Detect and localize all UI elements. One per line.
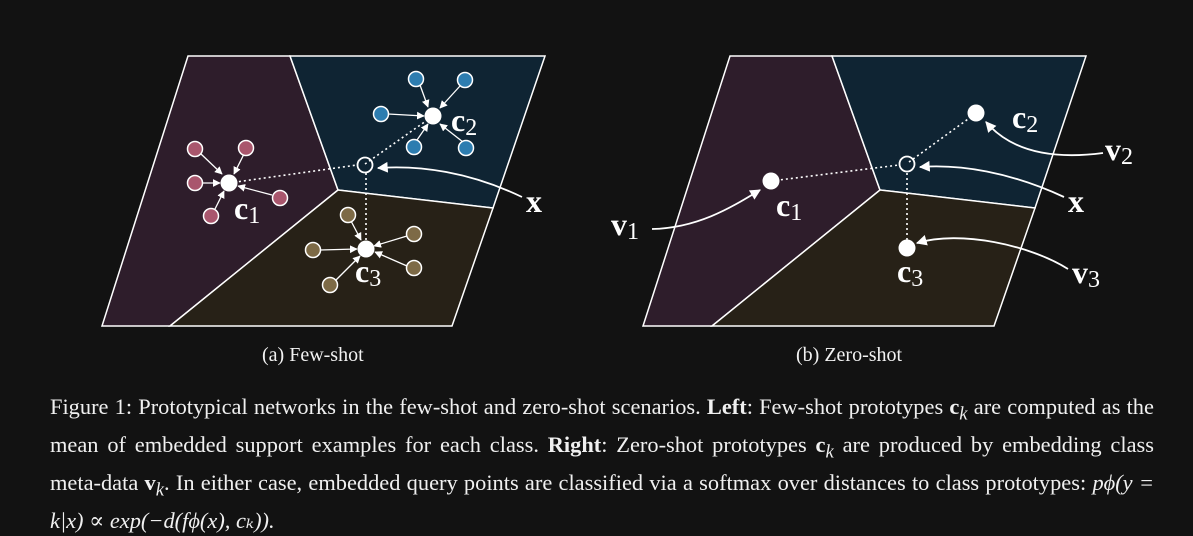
- label-c2: c2: [451, 102, 477, 141]
- figure-label: Figure 1:: [50, 394, 133, 419]
- caption-text: : Zero-shot prototypes: [601, 431, 807, 457]
- prototype-c3: [357, 240, 375, 258]
- support-arrow: [233, 153, 245, 175]
- support-arrow: [237, 184, 273, 196]
- support-arrow: [419, 84, 430, 108]
- support-point: [237, 139, 255, 157]
- caption-text: . In either case, embedded query points …: [164, 469, 1087, 495]
- caption-text: Prototypical networks in the few-shot an…: [138, 394, 701, 419]
- figure-caption: Figure 1: Prototypical networks in the f…: [50, 392, 1154, 536]
- right-label: Right: [547, 431, 602, 457]
- support-point: [186, 174, 204, 192]
- support-arrow: [213, 190, 225, 212]
- support-point: [271, 189, 289, 207]
- ck-subscript: k: [959, 403, 968, 425]
- prototype-c1: [762, 172, 780, 190]
- support-point: [372, 105, 390, 123]
- ck-symbol: c: [815, 431, 826, 457]
- support-arrow: [200, 153, 223, 175]
- support-arrow: [439, 85, 461, 109]
- support-point: [405, 138, 423, 156]
- v1-to-c1-arrow: [651, 189, 761, 230]
- v3-to-c3-arrow: [915, 235, 1069, 270]
- class1-support-points: [186, 139, 289, 225]
- prototype-c2: [967, 104, 985, 122]
- ck-symbol: c: [949, 394, 960, 419]
- label-v1: v1: [611, 206, 639, 245]
- label-c2: c2: [1012, 99, 1038, 138]
- label-v2: v2: [1105, 131, 1133, 170]
- query-to-c1-dotted: [770, 164, 900, 182]
- prototype-c1: [220, 174, 238, 192]
- label-v3: v3: [1072, 254, 1100, 293]
- subcaption-few-shot: (a) Few-shot: [262, 344, 364, 366]
- panel-b-zero-shot: c1 c2 c3 v1 v2 v3 x: [611, 55, 1133, 327]
- support-arrow: [439, 123, 464, 143]
- softmax-formula: pϕ(y = k|x) ∝ exp(−d(fϕ(x), cₖ)).: [50, 469, 1154, 533]
- support-point: [405, 225, 423, 243]
- caption-text: : Few-shot prototypes: [746, 394, 944, 419]
- support-point: [339, 206, 357, 224]
- label-c3: c3: [897, 253, 923, 292]
- class3-region: [167, 189, 495, 327]
- label-c3: c3: [355, 253, 381, 292]
- label-query-x: x: [1068, 183, 1084, 219]
- query-to-c2-dotted: [908, 113, 976, 163]
- support-point: [405, 259, 423, 277]
- subcaption-zero-shot: (b) Zero-shot: [796, 344, 903, 366]
- support-arrow: [374, 251, 408, 267]
- ck-subscript: k: [825, 441, 834, 463]
- class3-region: [709, 189, 1037, 327]
- left-label: Left: [706, 394, 747, 419]
- prototype-c2: [424, 107, 442, 125]
- caption-text: are computed as the mean of embedded sup…: [50, 394, 1154, 457]
- figure-diagram: c1 c2 c3 x c1 c2 c3 v1 v2 v3 x: [100, 55, 1133, 327]
- support-point: [202, 207, 220, 225]
- support-arrow: [387, 111, 425, 120]
- query-point: [898, 155, 916, 173]
- support-arrow: [334, 255, 361, 282]
- label-c1: c1: [234, 190, 260, 229]
- support-arrow: [319, 245, 358, 254]
- prototype-c3: [898, 239, 916, 257]
- query-point: [356, 156, 374, 174]
- support-arrow: [350, 220, 362, 241]
- support-point: [304, 241, 322, 259]
- panel-a-few-shot: c1 c2 c3 x: [100, 55, 547, 327]
- support-point: [456, 71, 474, 89]
- query-label-arrow: [376, 161, 523, 198]
- query-label-arrow: [918, 160, 1065, 198]
- class3-support-points: [304, 206, 423, 294]
- caption-text: are produced by embedding class meta-dat…: [50, 431, 1154, 495]
- query-to-c1-dotted: [228, 164, 358, 184]
- class2-support-points: [372, 70, 475, 157]
- vk-symbol: v: [144, 469, 156, 495]
- support-arrow: [416, 123, 429, 141]
- query-to-c2-dotted: [364, 115, 434, 165]
- v2-to-c2-arrow: [985, 121, 1104, 156]
- support-point: [321, 276, 339, 294]
- vk-subscript: k: [155, 479, 165, 501]
- label-c1: c1: [776, 187, 802, 226]
- label-query-x: x: [526, 183, 542, 219]
- support-point: [407, 70, 425, 88]
- support-arrow: [373, 235, 408, 248]
- support-point: [186, 140, 204, 158]
- support-point: [457, 139, 475, 157]
